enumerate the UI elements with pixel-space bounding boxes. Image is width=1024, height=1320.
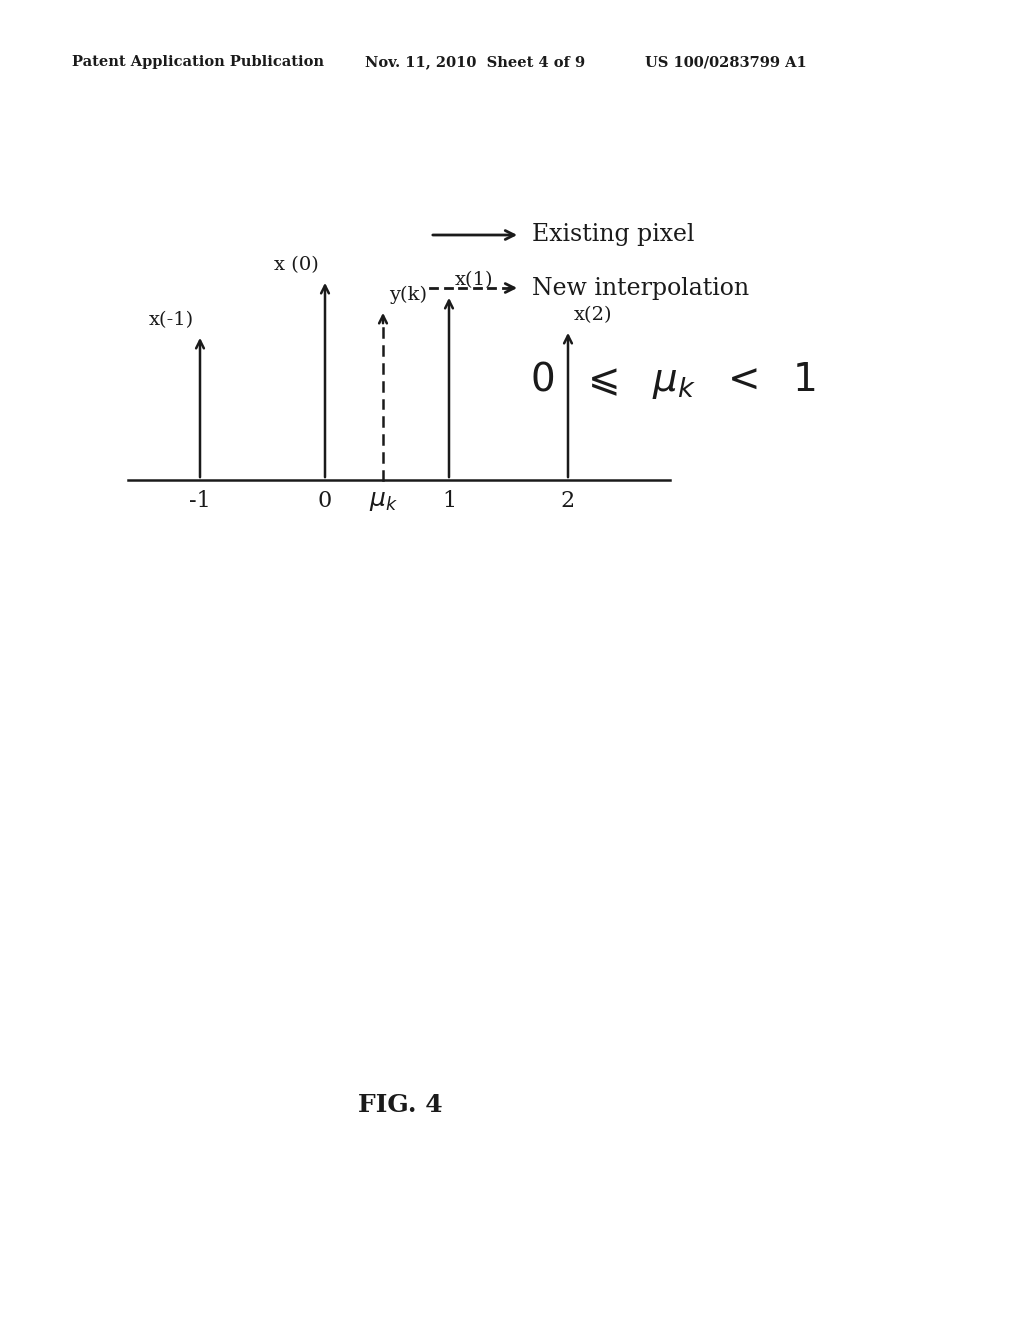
Text: Patent Application Publication: Patent Application Publication: [72, 55, 324, 69]
Text: -1: -1: [189, 490, 211, 512]
Text: x (0): x (0): [274, 256, 319, 275]
Text: FIG. 4: FIG. 4: [357, 1093, 442, 1117]
Text: y(k): y(k): [389, 285, 427, 304]
Text: x(1): x(1): [455, 271, 494, 289]
Text: New interpolation: New interpolation: [532, 276, 750, 300]
Text: 0: 0: [317, 490, 332, 512]
Text: x(-1): x(-1): [148, 312, 194, 329]
Text: 1: 1: [442, 490, 456, 512]
Text: Nov. 11, 2010  Sheet 4 of 9: Nov. 11, 2010 Sheet 4 of 9: [365, 55, 585, 69]
Text: US 100/0283799 A1: US 100/0283799 A1: [645, 55, 807, 69]
Text: Existing pixel: Existing pixel: [532, 223, 694, 247]
Text: $\mu_k$: $\mu_k$: [369, 490, 397, 513]
Text: $0\ \ \leqslant\ \ \mu_k\ \ <\ \ 1$: $0\ \ \leqslant\ \ \mu_k\ \ <\ \ 1$: [530, 359, 816, 401]
Text: 2: 2: [561, 490, 575, 512]
Text: x(2): x(2): [574, 306, 612, 323]
